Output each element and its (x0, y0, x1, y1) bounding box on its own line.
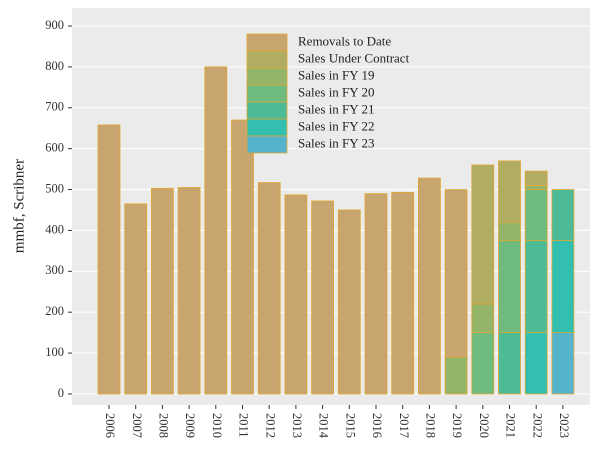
bar-segment (231, 119, 254, 395)
bar-segment (471, 332, 495, 395)
x-tick-label: 2006 (103, 413, 117, 438)
y-axis-label: mmbf, Scribner (11, 159, 27, 253)
y-tick-label: 500 (45, 181, 64, 195)
y-tick-label: 900 (45, 18, 64, 32)
x-tick-label: 2014 (317, 413, 331, 439)
bar-segment (498, 332, 521, 395)
bar-segment (257, 182, 281, 395)
legend-label: Sales in FY 19 (298, 67, 374, 82)
legend-label: Sales Under Contract (298, 50, 410, 65)
x-tick-label: 2012 (263, 413, 277, 438)
legend-label: Sales in FY 22 (298, 118, 374, 133)
legend-key (246, 33, 288, 52)
bar-segment (551, 332, 575, 395)
x-tick-label: 2021 (504, 413, 518, 438)
bar-segment (498, 221, 521, 242)
legend-key (246, 135, 288, 154)
bar-segment (417, 177, 441, 395)
bar-segment (524, 189, 548, 242)
bar-segment (124, 203, 148, 395)
bar-segment (551, 189, 575, 242)
x-tick-label: 2008 (157, 413, 171, 438)
bar-segment (444, 189, 468, 358)
x-tick-label: 2011 (237, 413, 251, 438)
bar-segment (498, 240, 521, 334)
y-tick-label: 400 (45, 222, 64, 236)
bar-segment (524, 185, 548, 190)
y-tick-label: 0 (58, 386, 64, 400)
y-tick-label: 600 (45, 141, 64, 155)
bar-segment (471, 164, 495, 305)
legend-key (246, 101, 288, 120)
legend-key (246, 50, 288, 69)
bar-segment (150, 187, 174, 395)
bar-segment (97, 124, 121, 395)
legend-label: Removals to Date (298, 33, 391, 48)
bar-segment (524, 240, 548, 334)
x-tick-label: 2009 (183, 413, 197, 438)
y-tick-label: 200 (45, 304, 64, 318)
y-tick-label: 300 (45, 263, 64, 277)
x-tick-label: 2022 (530, 413, 544, 438)
legend-label: Sales in FY 21 (298, 101, 374, 116)
legend-key (246, 118, 288, 137)
bar-segment (284, 194, 308, 395)
y-tick-label: 800 (45, 59, 64, 73)
x-tick-label: 2019 (450, 413, 464, 438)
x-tick-label: 2017 (397, 413, 411, 438)
bar-segment (551, 240, 575, 334)
x-tick-label: 2015 (343, 413, 357, 438)
y-tick-label: 700 (45, 100, 64, 114)
bar-segment (337, 209, 361, 395)
bar-segment (471, 303, 495, 334)
bar-segment (364, 193, 388, 395)
bar-segment (391, 191, 415, 395)
x-tick-label: 2013 (290, 413, 304, 438)
legend-label: Sales in FY 20 (298, 84, 374, 99)
legend-key (246, 84, 288, 103)
x-tick-label: 2007 (130, 413, 144, 438)
legend-label: Sales in FY 23 (298, 135, 374, 150)
x-tick-label: 2023 (557, 413, 571, 438)
bar-segment (311, 200, 335, 395)
bar-segment (177, 187, 201, 395)
legend-key (246, 67, 288, 86)
x-tick-label: 2016 (370, 413, 384, 438)
bar-segment (524, 332, 548, 395)
x-tick-label: 2018 (424, 413, 438, 438)
bar-segment (204, 66, 228, 395)
x-tick-label: 2020 (477, 413, 491, 438)
bar-segment (524, 170, 548, 186)
bar-segment (444, 356, 468, 395)
y-tick-label: 100 (45, 345, 64, 359)
bar-segment (498, 160, 521, 223)
x-tick-label: 2010 (210, 413, 224, 438)
